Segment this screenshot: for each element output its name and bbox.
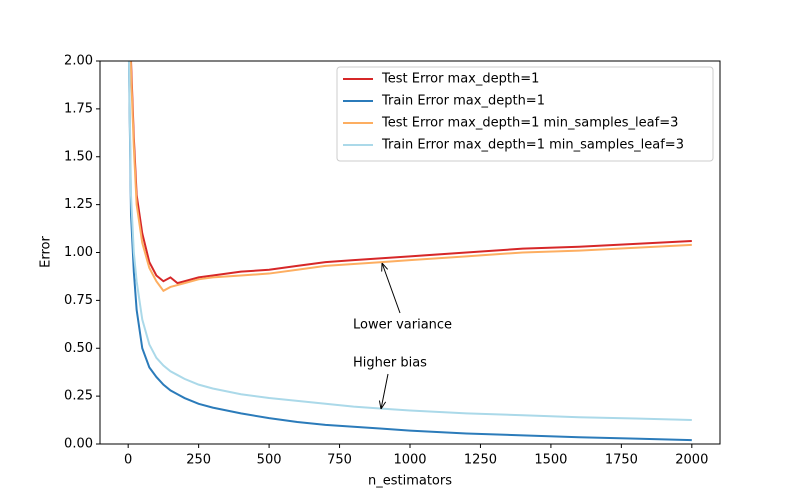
- x-tick-label: 250: [186, 453, 211, 468]
- annotation: Lower variance: [353, 318, 452, 333]
- x-axis-label: n_estimators: [368, 474, 452, 489]
- plot-area: [127, 61, 692, 442]
- legend-label: Train Error max_depth=1: [381, 94, 545, 109]
- axes-frame: [99, 60, 721, 445]
- y-tick-label: 1.50: [64, 149, 93, 164]
- y-tick-label: 0.25: [64, 389, 93, 404]
- x-tick-label: 2000: [675, 453, 708, 468]
- legend-label: Test Error max_depth=1 min_samples_leaf=…: [381, 116, 678, 131]
- y-tick-label: 2.00: [64, 54, 93, 69]
- x-tick-label: 1500: [534, 453, 567, 468]
- line-series: [129, 61, 692, 293]
- legend-label: Train Error max_depth=1 min_samples_leaf…: [381, 138, 684, 153]
- annotation-arrow: [382, 263, 401, 314]
- x-tick-label: 500: [257, 453, 282, 468]
- legend-box: [336, 66, 714, 162]
- x-tick-label: 1250: [464, 453, 497, 468]
- annotation-arrow: [381, 373, 389, 409]
- x-tick-label: 0: [124, 453, 132, 468]
- annotation: Higher bias: [353, 356, 427, 371]
- x-tick-label: 1000: [393, 453, 426, 468]
- y-tick-label: 0.00: [64, 437, 93, 452]
- line-series: [127, 61, 692, 442]
- y-tick-label: 1.75: [64, 101, 93, 116]
- x-tick-label: 750: [327, 453, 352, 468]
- x-tick-label: 1750: [605, 453, 638, 468]
- y-tick-label: 1.25: [64, 197, 93, 212]
- line-series: [129, 61, 692, 285]
- legend-label: Test Error max_depth=1: [381, 72, 539, 87]
- line-series: [128, 61, 692, 422]
- y-tick-label: 0.75: [64, 293, 93, 308]
- y-tick-label: 0.50: [64, 341, 93, 356]
- y-tick-label: 1.00: [64, 245, 93, 260]
- y-axis-label: Error: [39, 236, 54, 268]
